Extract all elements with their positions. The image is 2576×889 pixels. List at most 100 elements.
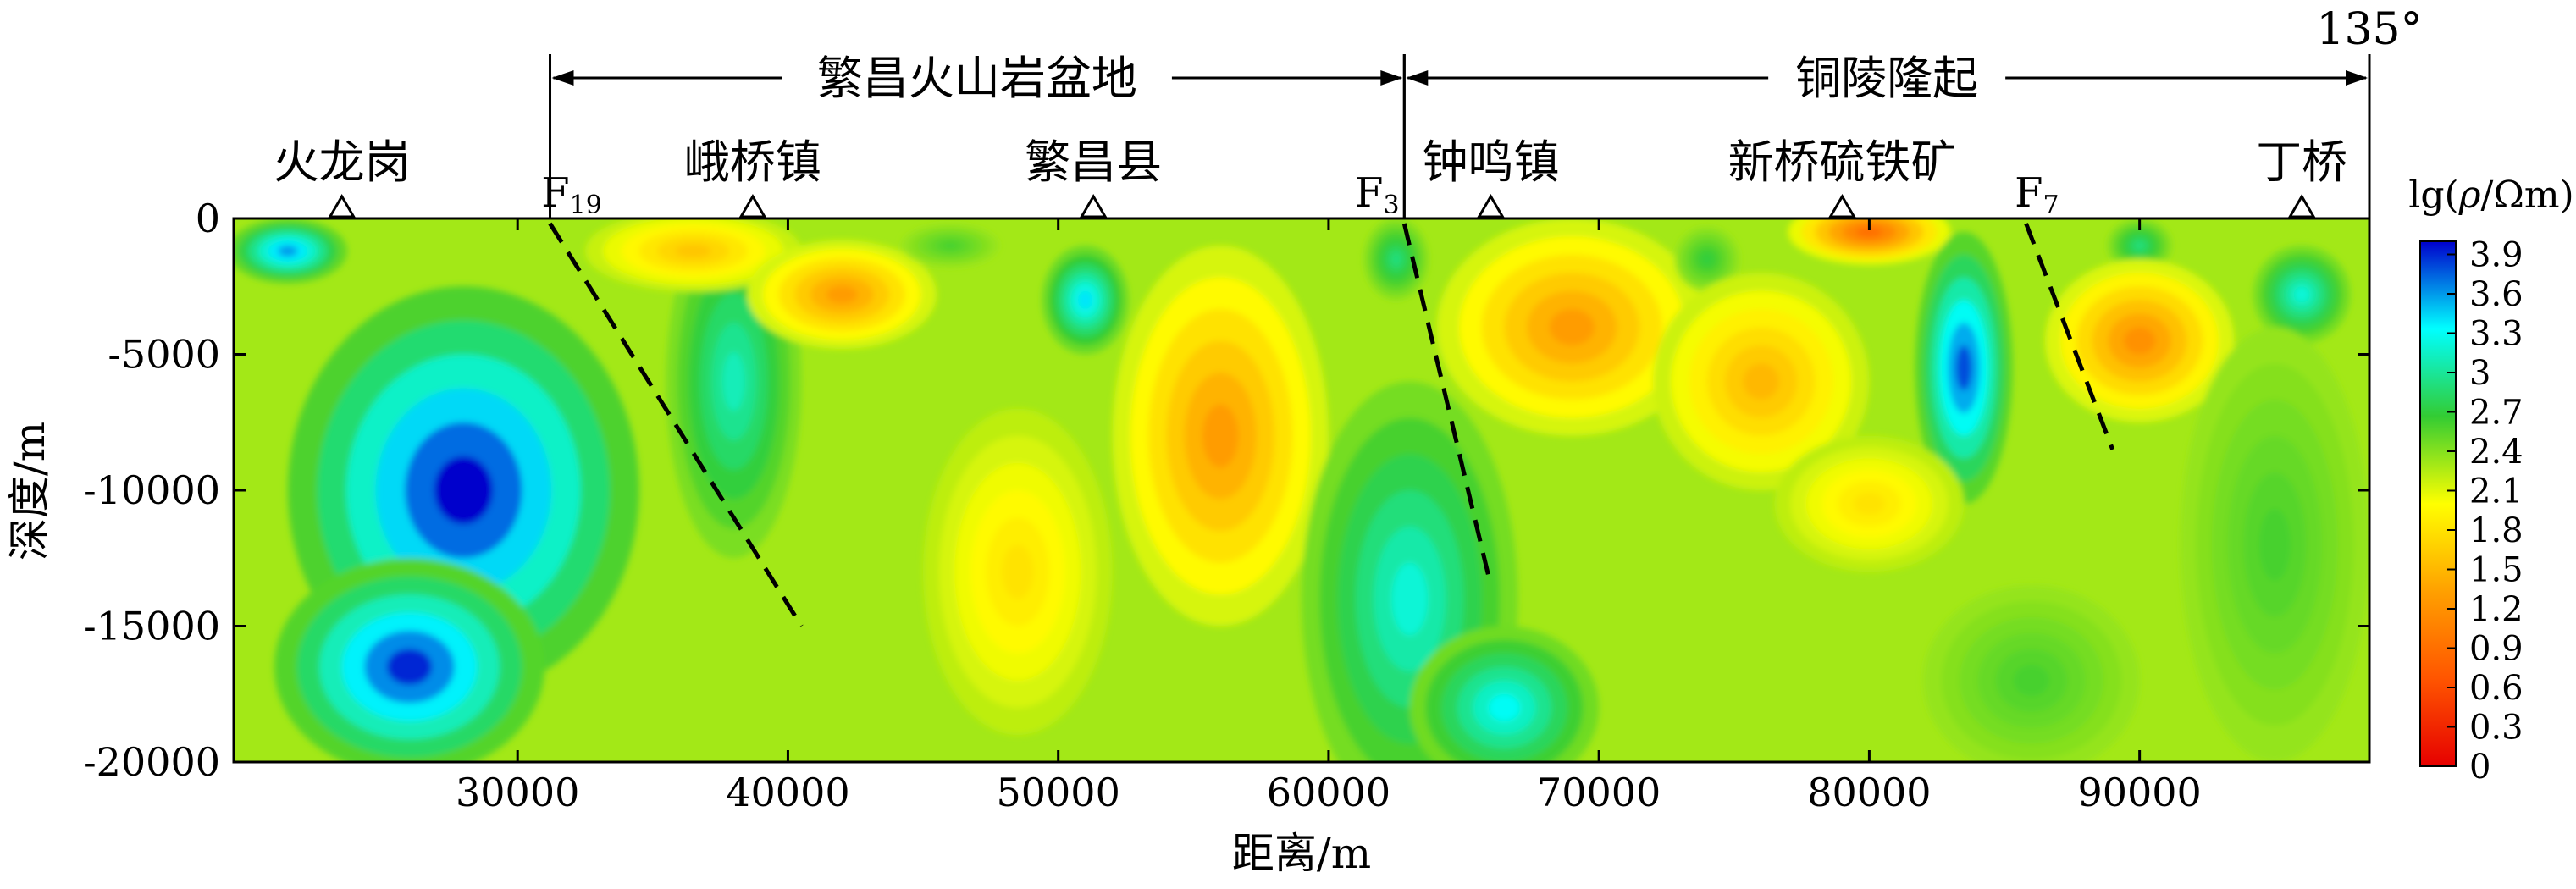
- plot-area: F19 F3 F7: [232, 169, 2371, 764]
- anomaly-band: [1549, 309, 1595, 345]
- anomaly-band: [2124, 327, 2156, 355]
- anomaly-band: [2134, 240, 2146, 251]
- colorbar-ticks: 00.30.60.91.21.51.82.12.42.733.33.63.9: [2447, 236, 2523, 787]
- stations: 火龙岗 峨桥镇 繁昌县 钟鸣镇 新桥硫铁矿 丁桥: [274, 135, 2347, 218]
- colorbar-tick-label: 2.1: [2469, 472, 2523, 511]
- station-marker: [1476, 194, 1506, 218]
- anomaly-band: [1743, 363, 1779, 400]
- anomaly-22: [2253, 246, 2351, 344]
- y-tick-label: -15000: [83, 604, 220, 649]
- x-tick-label: 40000: [726, 770, 849, 815]
- station-marker: [738, 194, 767, 218]
- anomaly-1: [287, 286, 639, 694]
- resistivity-field: [234, 218, 2369, 762]
- x-tick-label: 90000: [2077, 770, 2201, 815]
- anomaly-17: [1915, 232, 2013, 505]
- colorbar-tick-label: 3: [2469, 354, 2490, 393]
- colorbar-swatch: [2419, 240, 2457, 767]
- colorbar-tick-label: 2.4: [2469, 433, 2523, 472]
- anomaly-band: [1855, 226, 1883, 238]
- colorbar-tick-label: 1.5: [2469, 551, 2523, 590]
- fault-line: [2024, 223, 2115, 450]
- station-name: 新桥硫铁矿: [1727, 135, 1956, 189]
- region-arrowhead: [1406, 70, 1429, 86]
- colorbar-tick-label: 3.3: [2469, 315, 2523, 354]
- fault-label-subscript: 7: [2043, 190, 2059, 220]
- anomaly-band: [675, 244, 711, 258]
- colorbar-title-prefix: lg(: [2408, 174, 2458, 217]
- anomaly-band: [1955, 345, 1972, 391]
- fault-label: F19: [541, 169, 602, 220]
- colorbar-tick-label: 1.8: [2469, 511, 2523, 550]
- anomaly-19: [1923, 585, 2140, 762]
- anomaly-band: [2258, 508, 2291, 581]
- anomaly-band: [1853, 492, 1886, 516]
- colorbar-tick-label: 0.6: [2469, 669, 2523, 708]
- fault-label-subscript: 19: [570, 190, 602, 220]
- fault-line: [1401, 223, 1493, 586]
- anomaly-band: [1701, 253, 1713, 265]
- azimuth-label: 135°: [2316, 4, 2422, 55]
- colorbar-title-suffix: /Ωm): [2481, 174, 2574, 217]
- anomaly-band: [1202, 404, 1239, 468]
- anomaly-7: [1042, 246, 1129, 355]
- anomaly-band: [386, 649, 433, 686]
- fault-label-base: F: [541, 169, 569, 217]
- anomaly-15: [1653, 273, 1870, 490]
- station-name: 繁昌县: [1025, 135, 1162, 189]
- y-tick-label: 0: [196, 196, 220, 241]
- anomaly-16: [1788, 218, 1951, 265]
- anomaly-band: [1488, 693, 1521, 721]
- station-name: 峨桥镇: [684, 135, 821, 189]
- x-axis: 30000 40000 50000 60000 70000 80000 90000: [456, 218, 2202, 815]
- region-arrowhead: [551, 70, 574, 86]
- region-label: 铜陵隆起: [1795, 52, 1978, 105]
- y-tick-label: -20000: [83, 739, 220, 785]
- anomaly-band: [1002, 544, 1034, 599]
- x-tick-label: 80000: [1807, 770, 1931, 815]
- fault-label-subscript: 3: [1383, 190, 1399, 220]
- station-name: 火龙岗: [274, 135, 411, 189]
- fault-line: [548, 222, 804, 627]
- anomaly-band: [434, 456, 493, 525]
- region-label: 繁昌火山岩盆地: [817, 52, 1137, 105]
- x-axis-label: 距离/m: [1232, 829, 1371, 878]
- anomaly-13: [1436, 218, 1707, 436]
- anomaly-2: [274, 558, 545, 762]
- anomaly-6: [901, 224, 999, 268]
- fault-label-base: F: [1355, 169, 1383, 217]
- fault-label: F7: [2015, 169, 2059, 220]
- station-marker: [1079, 194, 1108, 218]
- x-tick-label: 70000: [1537, 770, 1661, 815]
- colorbar-tick-label: 0: [2469, 748, 2490, 787]
- anomaly-band: [1390, 252, 1402, 267]
- x-tick-label: 60000: [1267, 770, 1390, 815]
- fault-label-base: F: [2015, 169, 2043, 217]
- anomaly-10: [1363, 218, 1429, 301]
- colorbar-tick-label: 3.6: [2469, 275, 2523, 314]
- colorbar: lg(ρ/Ωm) 00.30.60.91.21.51.82.12.42.733.…: [2408, 174, 2573, 787]
- anomaly-21: [2044, 259, 2235, 422]
- anomaly-0: [234, 218, 348, 284]
- station-marker: [328, 194, 357, 218]
- anomaly-4: [585, 218, 802, 292]
- anomaly-8: [923, 408, 1113, 735]
- fault-lines: F19 F3 F7: [541, 169, 2115, 627]
- anomaly-band: [826, 285, 858, 304]
- anomaly-12: [1409, 626, 1600, 762]
- fault-label: F3: [1355, 169, 1399, 220]
- colorbar-tick-label: 0.9: [2469, 630, 2523, 669]
- colorbar-tick-label: 3.9: [2469, 236, 2523, 275]
- colorbar-title: lg(ρ/Ωm): [2408, 174, 2573, 217]
- y-axis: 0 -5000 -10000 -15000 -20000: [83, 196, 2369, 785]
- anomaly-band: [2293, 286, 2310, 303]
- colorbar-tick-label: 2.7: [2469, 394, 2523, 433]
- y-tick-label: -5000: [108, 332, 220, 378]
- y-axis-label: 深度/m: [5, 422, 54, 560]
- region-arrowhead: [1380, 70, 1403, 86]
- anomaly-23: [2180, 327, 2369, 762]
- anomaly-20: [2107, 218, 2172, 273]
- region-arrowhead: [2346, 70, 2368, 86]
- colorbar-tick-label: 0.3: [2469, 709, 2523, 748]
- anomaly-band: [1078, 290, 1093, 309]
